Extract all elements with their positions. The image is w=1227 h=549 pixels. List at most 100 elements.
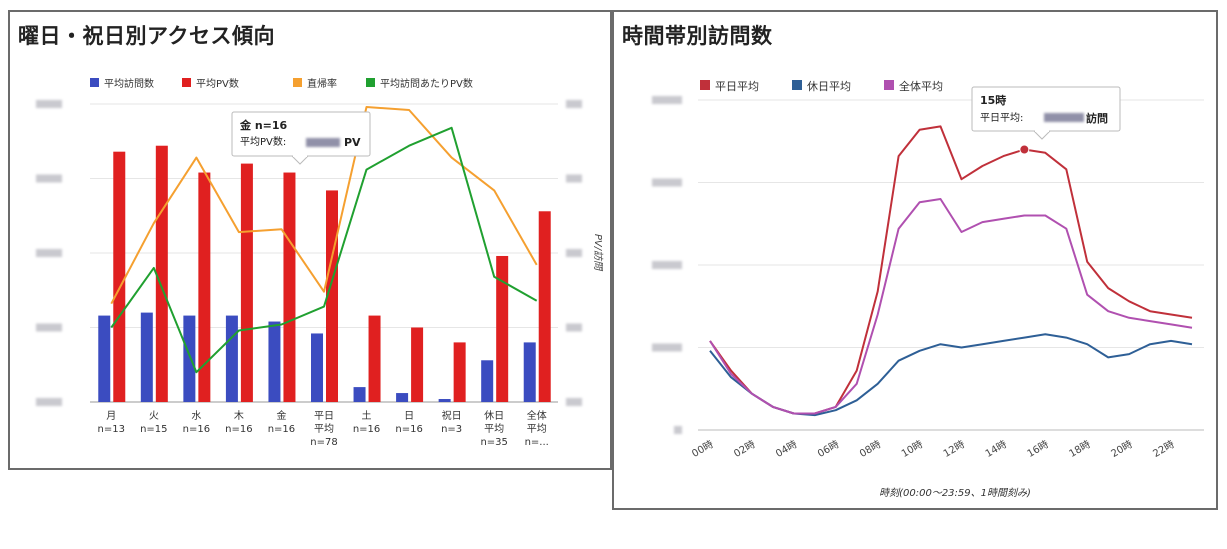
- category-label: 平均: [527, 423, 547, 435]
- tooltip-label: 平均PV数:: [240, 135, 286, 148]
- tooltip: 金 n=16 平均PV数: PV: [231, 111, 371, 165]
- bar-avg-visits[interactable]: [353, 387, 366, 402]
- series-line[interactable]: [709, 125, 1193, 415]
- tooltip-pointer-cover: [1035, 129, 1049, 132]
- x-axis-title: 時刻(00:00～23:59、1時間刻み): [879, 487, 1031, 499]
- masked-left-tick: [36, 249, 62, 257]
- x-tick-label: 02時: [732, 438, 758, 460]
- bar-avg-visits[interactable]: [140, 312, 153, 402]
- hourly-visits-chart[interactable]: 平日平均 休日平均 全体平均 00時 02時 04時 06時 08時 10時 12時 14時 16時 1…: [614, 12, 1216, 508]
- bar-avg-visits[interactable]: [98, 315, 111, 402]
- bar-avg-pv[interactable]: [198, 172, 211, 402]
- category-label: n=16: [183, 424, 210, 435]
- tooltip-unit: PV: [344, 136, 361, 149]
- masked-left-tick: [36, 398, 62, 406]
- tooltip-label: 平日平均:: [980, 112, 1023, 124]
- x-tick-label: 18時: [1067, 438, 1093, 460]
- tooltip-masked-value: [306, 138, 340, 147]
- legend-swatch[interactable]: [366, 78, 375, 87]
- category-label: 木: [234, 410, 244, 422]
- category-label: 金: [276, 409, 286, 422]
- bar-avg-visits[interactable]: [396, 393, 409, 402]
- tooltip-title: 15時: [980, 93, 1006, 107]
- category-label: 平均: [314, 423, 334, 435]
- bar-avg-pv[interactable]: [411, 327, 424, 403]
- x-tick-label: 04時: [774, 438, 800, 460]
- x-tick-label: 08時: [857, 438, 883, 460]
- legend-label[interactable]: 平均PV数: [196, 77, 239, 90]
- x-tick-label: 14時: [983, 438, 1009, 460]
- x-tick-label: 10時: [899, 438, 925, 460]
- tooltip-unit: 訪問: [1086, 111, 1108, 125]
- bar-avg-visits[interactable]: [225, 315, 238, 402]
- legend-swatch[interactable]: [792, 80, 802, 90]
- category-label: 休日: [484, 410, 504, 422]
- category-label: n=78: [310, 437, 337, 448]
- legend-swatch[interactable]: [182, 78, 191, 87]
- legend-swatch[interactable]: [90, 78, 99, 87]
- x-tick-label: 16時: [1025, 438, 1051, 460]
- bar-avg-visits[interactable]: [481, 360, 494, 402]
- bar-avg-visits[interactable]: [311, 333, 323, 402]
- category-label: n=35: [480, 437, 507, 448]
- bar-avg-pv[interactable]: [113, 151, 126, 402]
- category-label: 月: [106, 410, 116, 422]
- masked-y-tick: [652, 178, 682, 187]
- bar-avg-pv[interactable]: [155, 145, 168, 402]
- x-tick-label: 00時: [690, 438, 716, 460]
- tooltip-title: 金 n=16: [239, 118, 288, 132]
- bar-avg-visits[interactable]: [183, 315, 196, 402]
- bar-avg-pv[interactable]: [453, 342, 466, 402]
- right-axis-label: PV/訪問: [592, 234, 604, 272]
- category-label: n=13: [98, 424, 125, 435]
- masked-right-tick: [566, 398, 582, 406]
- category-label: 火: [149, 410, 159, 422]
- x-tick-label: 12時: [941, 438, 967, 460]
- legend-swatch[interactable]: [700, 80, 710, 90]
- series-line[interactable]: [709, 333, 1193, 417]
- legend-label[interactable]: 全体平均: [899, 79, 943, 93]
- category-label: 全体: [527, 409, 547, 422]
- bar-avg-visits[interactable]: [523, 342, 536, 402]
- legend-swatch[interactable]: [293, 78, 302, 87]
- bar-avg-visits[interactable]: [268, 321, 281, 402]
- bar-avg-pv[interactable]: [283, 172, 296, 402]
- bar-avg-visits[interactable]: [438, 399, 451, 402]
- masked-y-tick: [652, 96, 682, 104]
- series-line[interactable]: [110, 126, 538, 374]
- bar-avg-pv[interactable]: [240, 163, 253, 402]
- masked-y-tick: [674, 426, 682, 434]
- bar-avg-pv[interactable]: [538, 211, 551, 402]
- legend-label[interactable]: 平日平均: [715, 80, 759, 93]
- tooltip-pointer: [290, 155, 310, 165]
- x-tick-label: 22時: [1151, 438, 1177, 460]
- bar-avg-pv[interactable]: [496, 255, 509, 402]
- bar-avg-pv[interactable]: [368, 315, 381, 402]
- category-label: 平日: [314, 411, 334, 422]
- series-line[interactable]: [110, 106, 538, 305]
- category-label: n=15: [140, 424, 167, 435]
- category-label: n=16: [395, 424, 422, 435]
- legend-label[interactable]: 直帰率: [307, 77, 337, 90]
- masked-right-tick: [566, 249, 582, 257]
- panel-title-hourly: 時間帯別訪問数: [622, 24, 773, 48]
- legend-label[interactable]: 平均訪問あたりPV数: [380, 77, 473, 90]
- category-label: n=...: [525, 437, 549, 448]
- x-tick-label: 06時: [816, 438, 842, 460]
- legend-swatch[interactable]: [884, 80, 894, 90]
- series-line[interactable]: [709, 198, 1193, 415]
- masked-right-tick: [566, 174, 582, 183]
- hourly-visits-panel: 時間帯別訪問数 平日平均 休日平均 全体平均 00時 02時 04時 06時 08時 10時 12…: [612, 10, 1218, 510]
- category-label: 祝日: [442, 409, 462, 422]
- category-label: 日: [404, 411, 414, 422]
- category-label: n=16: [268, 424, 295, 435]
- masked-left-tick: [36, 100, 62, 108]
- masked-right-tick: [566, 323, 582, 332]
- highlight-point[interactable]: [1019, 144, 1030, 155]
- category-label: 土: [362, 409, 372, 422]
- legend-label[interactable]: 平均訪問数: [104, 77, 154, 90]
- legend-label[interactable]: 休日平均: [807, 80, 851, 93]
- x-tick-label: 20時: [1109, 438, 1135, 460]
